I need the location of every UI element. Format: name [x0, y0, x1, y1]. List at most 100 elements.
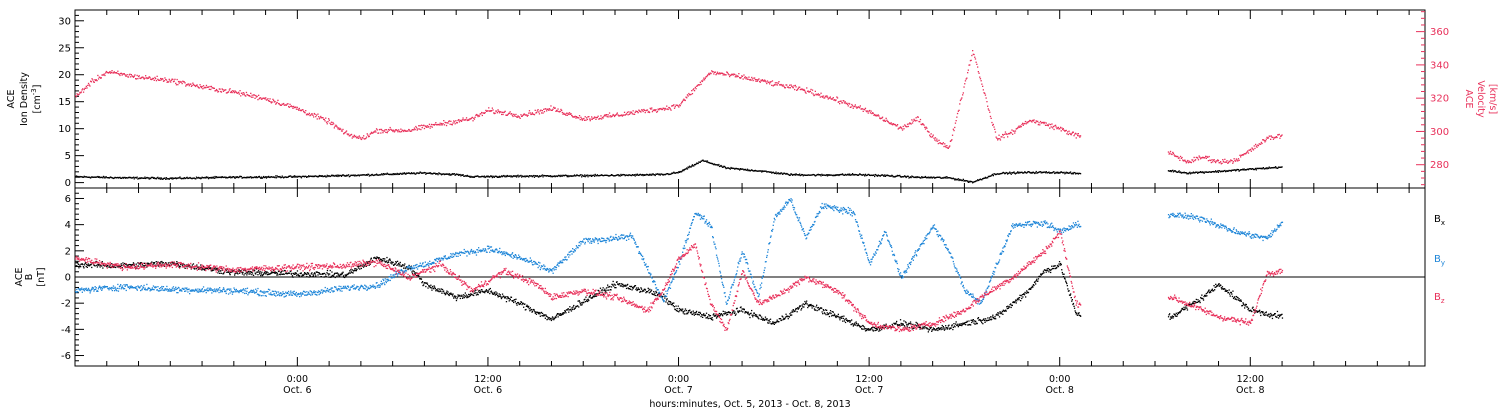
data-point	[1255, 169, 1257, 171]
data-point	[383, 173, 385, 175]
data-point	[959, 99, 962, 102]
data-point	[288, 106, 290, 108]
data-point	[687, 311, 689, 313]
data-point	[813, 305, 815, 308]
data-point	[760, 318, 762, 320]
data-point	[378, 132, 380, 134]
data-point	[135, 78, 137, 80]
data-point	[441, 124, 443, 126]
data-point	[684, 310, 686, 312]
data-point	[248, 94, 250, 97]
data-point	[354, 136, 356, 138]
data-point	[371, 259, 374, 262]
data-point	[1057, 126, 1059, 129]
data-point	[765, 318, 767, 320]
data-point	[456, 298, 458, 300]
data-point	[479, 176, 481, 178]
data-point	[1279, 166, 1281, 168]
data-point	[787, 318, 789, 320]
data-point	[1042, 121, 1044, 124]
data-point	[784, 87, 786, 89]
data-point	[555, 316, 557, 319]
data-point	[1018, 125, 1020, 127]
data-point	[445, 293, 447, 295]
data-point	[229, 274, 231, 276]
data-point	[979, 76, 981, 78]
data-point	[140, 77, 142, 80]
data-point	[661, 108, 663, 111]
data-point	[77, 175, 79, 178]
data-point	[301, 275, 303, 277]
data-point	[602, 175, 604, 177]
data-point	[790, 84, 792, 86]
data-point	[82, 176, 84, 178]
data-point	[1220, 170, 1222, 173]
data-point	[418, 276, 420, 278]
data-point	[119, 176, 121, 178]
data-point	[547, 108, 549, 110]
data-point	[866, 110, 869, 112]
data-point	[941, 177, 943, 179]
data-point	[531, 310, 534, 313]
data-point	[330, 121, 333, 123]
data-point	[528, 305, 530, 308]
data-point	[1039, 124, 1041, 126]
data-point	[793, 174, 795, 176]
data-point	[410, 130, 413, 132]
data-point	[470, 293, 472, 295]
data-point	[310, 113, 313, 115]
data-point	[83, 264, 86, 266]
data-point	[610, 116, 612, 118]
data-point	[198, 177, 200, 179]
data-point	[105, 176, 107, 178]
data-point	[143, 177, 145, 179]
data-point	[499, 294, 501, 296]
data-point	[454, 123, 456, 125]
data-point	[314, 272, 316, 274]
data-point	[655, 173, 657, 175]
data-point	[132, 76, 135, 78]
data-point	[760, 170, 762, 172]
data-point	[591, 116, 593, 118]
data-point	[809, 174, 811, 176]
data-point	[433, 172, 435, 174]
data-point	[988, 175, 990, 178]
data-point	[1003, 172, 1005, 174]
data-point	[196, 264, 198, 266]
data-point	[259, 271, 261, 273]
data-point	[558, 111, 561, 113]
data-point	[624, 114, 626, 116]
data-point	[223, 176, 225, 178]
data-point	[1185, 172, 1187, 174]
data-point	[610, 286, 613, 288]
data-point	[288, 175, 290, 178]
data-point	[837, 315, 839, 317]
data-point	[458, 174, 461, 176]
data-point	[323, 118, 325, 121]
data-point	[448, 174, 450, 176]
data-point	[1024, 171, 1026, 173]
data-point	[395, 173, 398, 175]
data-point	[530, 308, 533, 311]
data-point	[127, 264, 130, 266]
data-point	[794, 310, 796, 312]
data-point	[311, 175, 313, 178]
data-point	[842, 317, 844, 320]
data-point	[758, 170, 760, 172]
data-point	[708, 314, 710, 316]
data-point	[690, 166, 692, 168]
data-point	[1265, 167, 1267, 169]
data-point	[1012, 172, 1014, 174]
data-point	[612, 174, 614, 177]
data-point	[241, 177, 243, 179]
data-point	[870, 110, 872, 112]
data-point	[211, 87, 213, 89]
data-point	[125, 177, 127, 179]
data-point	[424, 282, 426, 284]
data-point	[526, 115, 528, 117]
data-point	[463, 297, 465, 299]
data-point	[836, 174, 838, 176]
data-point	[208, 177, 210, 179]
data-point	[1236, 159, 1238, 161]
